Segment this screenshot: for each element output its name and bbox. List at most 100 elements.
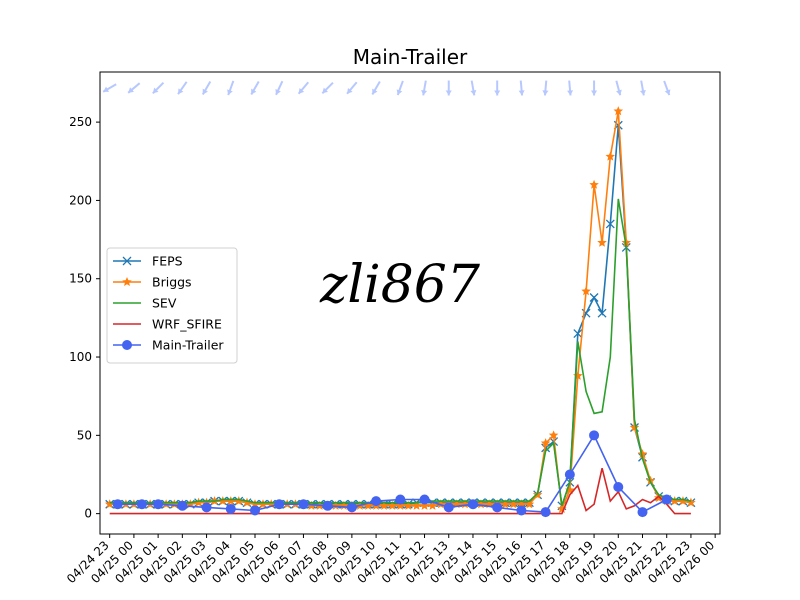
data-point <box>363 500 373 510</box>
series-line-wrf-sfire <box>109 468 691 515</box>
data-point <box>613 482 624 493</box>
wind-arrow <box>639 80 646 96</box>
data-point <box>218 496 228 506</box>
data-point <box>330 500 341 510</box>
y-tick-label: 150 <box>69 272 92 286</box>
data-point <box>589 179 599 189</box>
chart-title: Main-Trailer <box>353 45 468 69</box>
data-point <box>661 494 672 505</box>
plot-frame <box>99 71 721 535</box>
legend-marker <box>122 256 132 266</box>
legend-entry: Briggs <box>113 275 192 290</box>
y-axis: 0 50 100 150 200 250 <box>69 115 100 521</box>
legend-entry: Main-Trailer <box>113 338 224 353</box>
wind-arrow <box>227 80 235 96</box>
wind-arrow <box>567 80 574 96</box>
data-point <box>419 494 430 505</box>
wind-arrow <box>127 82 141 94</box>
wind-arrow <box>615 80 622 96</box>
wind-arrows <box>102 80 671 96</box>
wind-arrow <box>275 80 284 96</box>
data-point <box>573 329 583 338</box>
legend-label: FEPS <box>152 254 183 269</box>
wind-arrow <box>201 81 212 95</box>
wind-arrow <box>470 80 477 96</box>
legend-entry: SEV <box>113 296 177 311</box>
data-point <box>419 500 430 510</box>
wind-arrow <box>297 81 310 95</box>
series-main-trailer <box>112 430 672 518</box>
wind-arrow <box>445 80 452 96</box>
data-point <box>298 499 309 510</box>
data-point <box>395 494 406 505</box>
data-point <box>274 499 285 510</box>
data-point <box>548 430 559 440</box>
data-point <box>669 496 680 506</box>
data-point <box>371 496 382 507</box>
wind-arrow <box>250 81 260 95</box>
data-point <box>258 499 268 509</box>
data-point <box>516 505 527 516</box>
wind-arrow <box>542 80 549 96</box>
legend-marker <box>122 277 132 287</box>
data-point <box>322 500 333 511</box>
data-point <box>153 499 164 510</box>
data-point <box>564 469 575 480</box>
wind-arrow <box>177 81 188 95</box>
y-tick-label: 250 <box>69 115 92 129</box>
data-point <box>443 502 454 513</box>
y-tick-label: 200 <box>69 193 92 207</box>
data-point <box>225 503 236 514</box>
data-point <box>589 293 599 302</box>
data-point <box>492 502 503 513</box>
data-point <box>686 497 696 507</box>
series-wrf-sfire <box>109 468 691 515</box>
series-group <box>104 106 696 518</box>
data-point <box>387 500 398 510</box>
data-point <box>540 507 551 518</box>
data-point <box>112 499 123 510</box>
data-point <box>226 496 236 506</box>
legend-label: WRF_SFIRE <box>152 317 222 332</box>
wind-arrow <box>396 80 404 96</box>
data-point <box>637 449 648 459</box>
wind-arrow <box>152 81 165 95</box>
legend-label: Main-Trailer <box>152 338 224 353</box>
data-point <box>605 151 616 161</box>
data-point <box>201 502 212 513</box>
data-point <box>508 499 519 509</box>
wind-arrow <box>421 80 428 96</box>
watermark-text: zli867 <box>319 255 481 315</box>
data-point <box>161 499 171 509</box>
wind-arrow <box>346 81 358 95</box>
data-point <box>500 499 510 509</box>
data-point <box>597 308 607 318</box>
data-point <box>346 502 357 513</box>
data-point <box>427 500 438 510</box>
y-tick-label: 50 <box>77 428 92 442</box>
data-point <box>104 499 115 509</box>
legend-entry: FEPS <box>113 254 183 269</box>
data-point <box>613 106 624 116</box>
wind-arrow <box>518 80 525 96</box>
wind-arrow <box>371 81 381 95</box>
data-point <box>242 497 252 507</box>
legend-label: SEV <box>152 296 177 311</box>
data-point <box>581 286 591 296</box>
legend-marker <box>122 340 132 350</box>
data-point <box>411 500 422 510</box>
data-point <box>589 430 600 441</box>
data-point <box>136 499 147 510</box>
legend: FEPS Briggs SEV WRF_SFIRE Main-Trailer <box>106 247 238 364</box>
data-point <box>557 503 567 513</box>
data-point <box>516 499 527 509</box>
data-point <box>177 500 188 511</box>
data-point <box>403 500 414 510</box>
wind-arrow <box>591 80 598 96</box>
data-point <box>395 500 406 510</box>
data-point <box>193 497 204 507</box>
legend-label: Briggs <box>152 275 192 290</box>
data-point <box>379 500 389 510</box>
data-point <box>250 505 260 516</box>
